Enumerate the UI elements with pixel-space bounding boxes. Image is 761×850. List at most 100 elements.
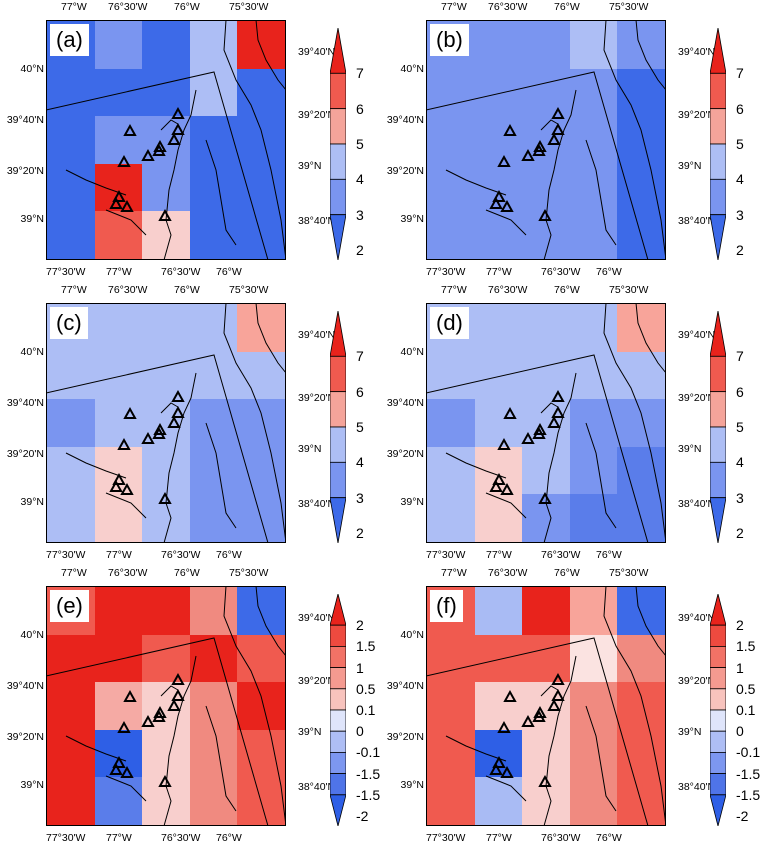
grid-cell: [237, 682, 285, 730]
left-axis-tick: 39°40'N: [386, 397, 424, 409]
right-axis-tick: 39°20'N: [298, 675, 336, 687]
bottom-axis-tick: 77°W: [486, 832, 512, 844]
top-axis-tick: 75°30'W: [609, 1, 649, 13]
right-axis-tick: 38°40'N: [678, 781, 716, 793]
grid-cell: [427, 494, 475, 542]
grid-cell: [94, 634, 143, 683]
left-axis-tick: 40°N: [20, 629, 44, 641]
grid-cell: [47, 494, 95, 542]
colorbar-label: -1.5: [356, 765, 381, 782]
grid-cell: [237, 163, 285, 212]
grid-cell: [94, 116, 143, 164]
colorbar-segment: [710, 355, 726, 393]
bottom-axis-tick: 76°W: [596, 832, 622, 844]
right-axis-tick: 38°40'N: [298, 215, 336, 227]
top-axis-tick: 77°W: [61, 1, 87, 13]
left-axis-tick: 39°20'N: [386, 448, 424, 460]
grid-cell: [474, 68, 523, 117]
grid-cell: [189, 68, 238, 117]
top-axis-tick: 75°30'W: [609, 284, 649, 296]
right-axis-tick: 39°40'N: [298, 46, 336, 58]
grid-cell: [569, 494, 618, 542]
gridded-field: [426, 586, 666, 826]
colorbar-label: 5: [736, 136, 744, 152]
colorbar-segment: [330, 773, 346, 796]
grid-cell: [94, 682, 143, 730]
colorbar-segment: [330, 730, 346, 753]
colorbar-segment: [710, 709, 726, 732]
map-panel: (d) 77°W 76°30'W 76°W 75°30'W 77°30'W 77°W 76°3…: [380, 283, 760, 566]
colorbar-segment: [330, 28, 346, 74]
bottom-axis-tick: 77°W: [106, 549, 132, 561]
colorbar-segment: [330, 667, 346, 690]
grid-cell: [189, 163, 238, 212]
grid-cell: [94, 304, 143, 352]
colorbar-label: 2: [736, 617, 744, 634]
grid-cell: [569, 163, 618, 212]
grid-cell: [427, 634, 475, 683]
colorbar-segment: [710, 311, 726, 357]
grid-cell: [189, 729, 238, 778]
colorbar-label: -1.5: [736, 765, 761, 782]
colorbar-segment: [710, 461, 726, 499]
left-axis-tick: 39°40'N: [6, 114, 44, 126]
grid-cell: [142, 634, 190, 683]
colorbar-segment: [710, 143, 726, 180]
colorbar: [330, 594, 346, 826]
grid-cell: [427, 211, 475, 259]
colorbar: [330, 311, 346, 543]
bottom-axis-tick: 77°30'W: [46, 266, 86, 278]
colorbar-segment: [330, 794, 346, 826]
colorbar-label: 0.1: [356, 702, 376, 718]
grid-cell: [142, 729, 190, 778]
grid-cell: [617, 211, 665, 259]
grid-cell: [189, 587, 238, 635]
left-axis-tick: 39°20'N: [386, 731, 424, 743]
grid-cell: [569, 304, 618, 352]
grid-cell: [427, 163, 475, 212]
colorbar-segment: [710, 624, 726, 647]
grid-cell: [189, 21, 238, 69]
grid-cell: [94, 351, 143, 400]
bottom-axis-tick: 76°30'W: [541, 832, 581, 844]
grid-cell: [569, 211, 618, 259]
right-axis-tick: 39°N: [678, 160, 702, 172]
colorbar-segment: [710, 773, 726, 796]
right-axis-tick: 39°N: [678, 726, 702, 738]
grid-cell: [94, 163, 143, 212]
grid-cell: [94, 729, 143, 778]
colorbar-label: 6: [736, 383, 744, 400]
grid-cell: [237, 304, 285, 352]
left-axis-tick: 40°N: [400, 63, 424, 75]
grid-cell: [569, 399, 618, 447]
right-axis-tick: 39°40'N: [678, 612, 716, 624]
bottom-axis-tick: 76°30'W: [161, 266, 201, 278]
right-axis-tick: 39°20'N: [298, 109, 336, 121]
bottom-axis-tick: 77°30'W: [426, 832, 466, 844]
grid-cell: [47, 446, 95, 495]
top-axis-tick: 77°W: [441, 1, 467, 13]
grid-cell: [569, 68, 618, 117]
colorbar-label: 1.5: [736, 638, 756, 655]
grid-cell: [237, 777, 285, 825]
grid-cell: [474, 634, 523, 683]
left-axis-tick: 39°40'N: [6, 680, 44, 692]
grid-cell: [522, 163, 570, 212]
grid-cell: [142, 116, 190, 164]
grid-cell: [94, 777, 143, 825]
grid-cell: [522, 634, 570, 683]
colorbar-label: 2: [736, 242, 744, 258]
grid-cell: [427, 116, 475, 164]
grid-cell: [617, 777, 665, 825]
left-axis-tick: 39°20'N: [386, 165, 424, 177]
right-axis-tick: 39°40'N: [678, 46, 716, 58]
colorbar-label: 4: [356, 454, 364, 471]
colorbar-segment: [330, 688, 346, 711]
colorbar-segment: [710, 730, 726, 753]
grid-cell: [474, 494, 523, 542]
grid-cell: [237, 399, 285, 447]
map-panel: (a) 77°W 76°30'W 76°W 75°30'W 77°30'W 77°W 76°3…: [0, 0, 380, 283]
grid-cell: [617, 446, 665, 495]
bottom-axis-tick: 76°W: [216, 549, 242, 561]
panel-label: (c): [50, 307, 88, 339]
